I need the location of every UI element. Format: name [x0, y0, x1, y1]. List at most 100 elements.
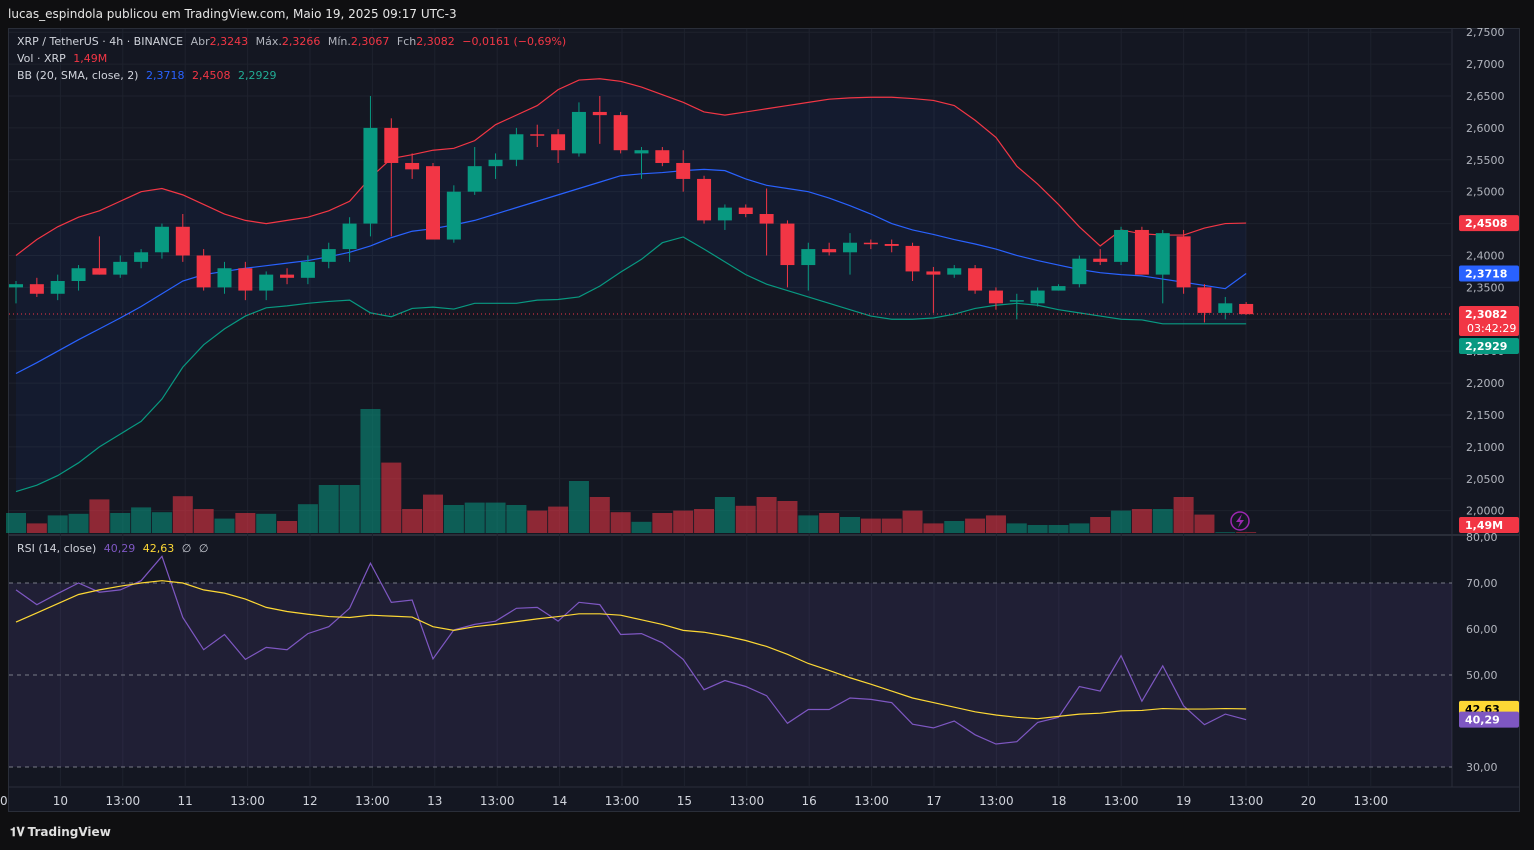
- candle-body: [551, 134, 566, 151]
- bb-upper-value: 2,4508: [191, 69, 231, 82]
- bb-lower-line: [15, 236, 1247, 493]
- symbol-title[interactable]: XRP / TetherUS · 4h · BINANCE: [17, 35, 184, 48]
- candle-body: [154, 226, 169, 253]
- volume-bar: [1173, 497, 1194, 533]
- candle-body: [280, 274, 295, 278]
- rsi-tick-label: 60,00: [1466, 623, 1498, 636]
- candle-body: [342, 223, 357, 250]
- volume-bar: [1236, 532, 1257, 533]
- volume-bar: [89, 499, 110, 533]
- volume-bar: [1090, 517, 1111, 533]
- candle-body: [71, 268, 86, 281]
- candle-body: [801, 249, 816, 266]
- candle-body: [988, 290, 1003, 304]
- volume-bar: [694, 509, 715, 533]
- volume-bar: [652, 513, 673, 533]
- volume-bar: [527, 510, 548, 533]
- volume-bar: [631, 521, 652, 533]
- candle-body: [384, 127, 399, 163]
- time-tick-label: 13:00: [605, 794, 640, 808]
- open-label: Abr: [190, 35, 210, 48]
- volume-bar: [568, 481, 589, 533]
- volume-bar: [735, 505, 756, 533]
- time-tick-label: 20: [1301, 794, 1316, 808]
- candle-body: [321, 249, 336, 262]
- low-label: Mín.: [327, 35, 351, 48]
- candle-body: [29, 284, 44, 294]
- time-tick-label: 13:00: [730, 794, 765, 808]
- candle-body: [1051, 286, 1066, 291]
- volume-bar: [819, 513, 840, 533]
- candle-body: [1009, 300, 1024, 302]
- volume-bar: [193, 509, 214, 533]
- last-price-badge: 2,3082: [1465, 308, 1507, 321]
- bb-fill: [16, 78, 1247, 492]
- candle-body: [884, 243, 899, 246]
- rsi-pane-bg: [9, 537, 1452, 787]
- bb-label[interactable]: BB (20, SMA, close, 2): [17, 69, 139, 82]
- candle-body: [530, 134, 545, 136]
- candle-body: [1072, 258, 1087, 285]
- volume-bar: [589, 497, 610, 533]
- volume-bar: [506, 505, 527, 533]
- low-value: 2,3067: [350, 35, 390, 48]
- volume-bar: [402, 509, 423, 533]
- rsi-tick-label: 80,00: [1466, 531, 1498, 544]
- candle-body: [822, 249, 837, 253]
- high-value: 2,3266: [281, 35, 321, 48]
- volume-bar: [172, 496, 193, 533]
- volume-bar: [26, 523, 47, 533]
- time-tick-label: 15: [677, 794, 692, 808]
- time-tick-label: 13:00: [854, 794, 889, 808]
- bb-mid-badge-bg: [1459, 265, 1519, 282]
- tradingview-logo-icon: 𝟏𝐕: [10, 825, 25, 839]
- volume-bar: [110, 513, 131, 533]
- candle-body: [1134, 229, 1149, 275]
- candle-body: [259, 274, 274, 291]
- price-tick-label: 2,1000: [1466, 441, 1505, 454]
- time-tick-label: 13: [427, 794, 442, 808]
- rsi-ma-line: [15, 580, 1247, 720]
- candle-body: [1218, 303, 1233, 313]
- time-tick-label: 17: [926, 794, 941, 808]
- rsi-tick-label: 30,00: [1466, 761, 1498, 774]
- bb-lower-badge-bg: [1459, 338, 1519, 354]
- volume-bar: [277, 521, 298, 533]
- bb-mid-badge: 2,3718: [1465, 267, 1507, 280]
- time-tick-label: 13:00: [106, 794, 141, 808]
- candle-body: [905, 245, 920, 272]
- volume-bar: [798, 515, 819, 533]
- volume-bar: [1215, 532, 1236, 533]
- price-tick-label: 2,7000: [1466, 58, 1505, 71]
- rsi-extra-2: ∅: [198, 542, 209, 555]
- volume-bar: [235, 513, 256, 533]
- lightning-icon-ring: [1230, 511, 1250, 531]
- volume-bar: [381, 462, 402, 533]
- candle-body: [592, 111, 607, 116]
- candle-body: [363, 127, 378, 224]
- volume-bar: [360, 409, 381, 533]
- time-tick-label: :00: [0, 794, 8, 808]
- volume-bar: [965, 518, 986, 533]
- volume-bar: [714, 497, 735, 533]
- candle-body: [1114, 229, 1129, 262]
- volume-bar: [151, 512, 172, 533]
- volume-label[interactable]: Vol · XRP: [17, 52, 66, 65]
- candle-body: [9, 284, 23, 288]
- candle-body: [717, 207, 732, 221]
- publisher-text: lucas_espindola publicou em TradingView.…: [8, 7, 457, 21]
- volume-bar: [944, 521, 965, 533]
- rsi-label[interactable]: RSI (14, close): [17, 542, 97, 555]
- volume-bar: [1131, 509, 1152, 533]
- rsi-tick-label: 70,00: [1466, 577, 1498, 590]
- volume-badge-bg: [1459, 517, 1519, 533]
- bb-mid-value: 2,3718: [145, 69, 185, 82]
- tradingview-logo[interactable]: 𝟏𝐕 TradingView: [10, 825, 111, 840]
- volume-bar: [1152, 509, 1173, 533]
- price-tick-label: 2,1500: [1466, 409, 1505, 422]
- volume-bar: [131, 507, 152, 533]
- candle-body: [613, 115, 628, 151]
- volume-bar: [1111, 510, 1132, 533]
- volume-bar: [68, 513, 89, 533]
